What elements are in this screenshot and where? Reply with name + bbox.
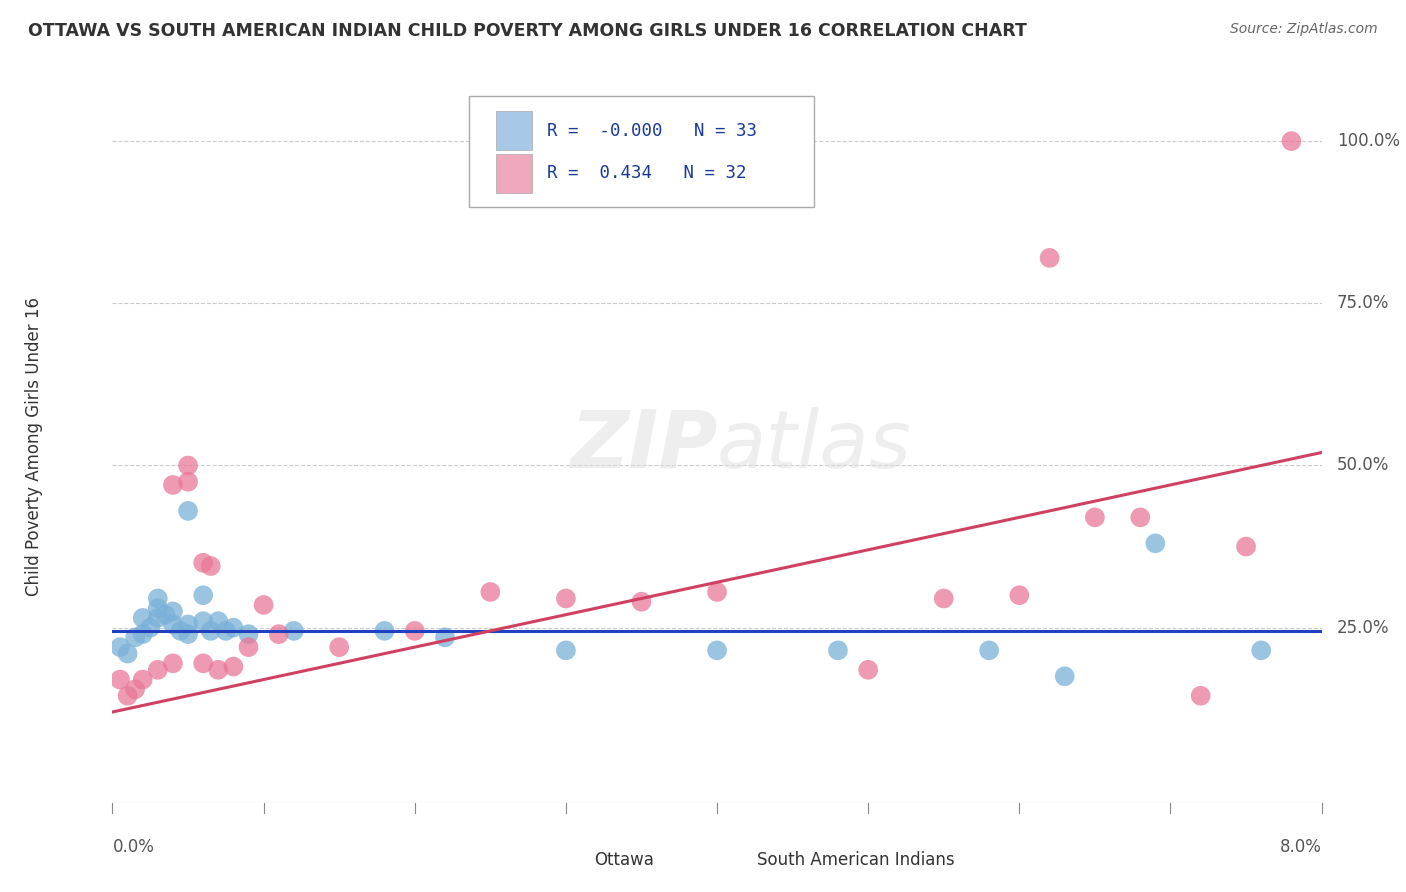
Point bbox=[200, 559, 222, 574]
Point bbox=[207, 614, 229, 628]
Point bbox=[117, 647, 139, 661]
Point bbox=[1189, 689, 1212, 703]
Point bbox=[554, 643, 576, 657]
Point bbox=[124, 631, 146, 645]
Point bbox=[139, 621, 162, 635]
Text: 50.0%: 50.0% bbox=[1337, 457, 1389, 475]
Point bbox=[108, 673, 131, 687]
Point bbox=[191, 614, 215, 628]
Text: South American Indians: South American Indians bbox=[756, 851, 955, 869]
FancyBboxPatch shape bbox=[496, 111, 531, 150]
Point bbox=[554, 591, 576, 606]
Point bbox=[1008, 588, 1031, 602]
Point bbox=[108, 640, 131, 654]
Point bbox=[706, 585, 728, 599]
FancyBboxPatch shape bbox=[554, 844, 583, 876]
Point bbox=[222, 659, 245, 673]
Text: 0.0%: 0.0% bbox=[112, 838, 155, 856]
Point bbox=[146, 611, 169, 625]
FancyBboxPatch shape bbox=[496, 153, 531, 193]
Text: 25.0%: 25.0% bbox=[1337, 619, 1389, 637]
Text: Child Poverty Among Girls Under 16: Child Poverty Among Girls Under 16 bbox=[25, 296, 44, 596]
Point bbox=[132, 627, 155, 641]
Point bbox=[132, 673, 155, 687]
Point bbox=[479, 585, 502, 599]
Point bbox=[146, 591, 169, 606]
Point bbox=[177, 458, 200, 473]
Point bbox=[238, 627, 260, 641]
Point bbox=[267, 627, 290, 641]
Point bbox=[169, 624, 191, 638]
Point bbox=[215, 624, 238, 638]
Point bbox=[979, 643, 1001, 657]
Point bbox=[328, 640, 350, 654]
Point bbox=[162, 617, 184, 632]
Point bbox=[200, 624, 222, 638]
Point bbox=[117, 689, 139, 703]
Point bbox=[132, 611, 155, 625]
Point bbox=[177, 617, 200, 632]
Point bbox=[162, 657, 184, 671]
Point bbox=[433, 631, 456, 645]
Point bbox=[1129, 510, 1152, 524]
Point bbox=[1038, 251, 1062, 265]
Text: ZIP: ZIP bbox=[569, 407, 717, 485]
Point bbox=[373, 624, 396, 638]
FancyBboxPatch shape bbox=[470, 96, 814, 207]
Text: R =  -0.000   N = 33: R = -0.000 N = 33 bbox=[547, 121, 756, 139]
Text: R =  0.434   N = 32: R = 0.434 N = 32 bbox=[547, 164, 747, 182]
Text: 100.0%: 100.0% bbox=[1337, 132, 1400, 150]
Point bbox=[191, 556, 215, 570]
Point bbox=[706, 643, 728, 657]
Point bbox=[856, 663, 880, 677]
Point bbox=[191, 657, 215, 671]
Point bbox=[162, 478, 184, 492]
Point bbox=[207, 663, 229, 677]
Point bbox=[1084, 510, 1107, 524]
Point bbox=[1234, 540, 1257, 554]
Point bbox=[1053, 669, 1076, 683]
Point bbox=[1250, 643, 1272, 657]
Point bbox=[162, 604, 184, 618]
Point bbox=[630, 595, 652, 609]
Point bbox=[1144, 536, 1167, 550]
Point bbox=[238, 640, 260, 654]
FancyBboxPatch shape bbox=[717, 844, 748, 876]
Point bbox=[827, 643, 849, 657]
Text: Ottawa: Ottawa bbox=[593, 851, 654, 869]
Point bbox=[146, 601, 169, 615]
Point bbox=[191, 588, 215, 602]
Point bbox=[177, 504, 200, 518]
Point bbox=[283, 624, 305, 638]
Point bbox=[932, 591, 955, 606]
Point bbox=[146, 663, 169, 677]
Point bbox=[177, 627, 200, 641]
Text: Source: ZipAtlas.com: Source: ZipAtlas.com bbox=[1230, 22, 1378, 37]
Text: 75.0%: 75.0% bbox=[1337, 294, 1389, 312]
Point bbox=[253, 598, 276, 612]
Point bbox=[404, 624, 426, 638]
Text: OTTAWA VS SOUTH AMERICAN INDIAN CHILD POVERTY AMONG GIRLS UNDER 16 CORRELATION C: OTTAWA VS SOUTH AMERICAN INDIAN CHILD PO… bbox=[28, 22, 1026, 40]
Point bbox=[124, 682, 146, 697]
Point bbox=[222, 621, 245, 635]
Text: atlas: atlas bbox=[717, 407, 912, 485]
Text: 8.0%: 8.0% bbox=[1279, 838, 1322, 856]
Point bbox=[155, 607, 177, 622]
Point bbox=[1279, 134, 1302, 148]
Point bbox=[177, 475, 200, 489]
